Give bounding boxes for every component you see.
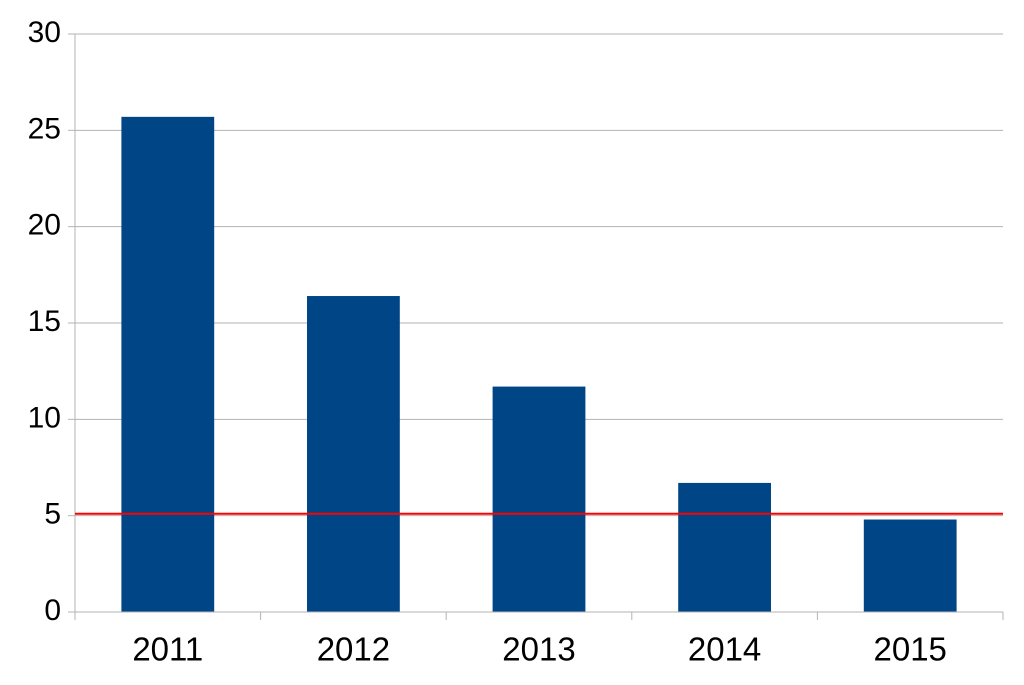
y-tick-label: 20	[28, 209, 61, 242]
y-tick-label: 30	[28, 16, 61, 49]
bar	[863, 519, 957, 612]
x-tick-label: 2011	[132, 631, 203, 668]
x-tick-label: 2015	[873, 631, 946, 668]
bar	[121, 116, 215, 612]
bar	[492, 386, 586, 612]
y-tick-label: 10	[28, 401, 61, 434]
x-tick-label: 2014	[688, 631, 761, 668]
y-tick-label: 25	[28, 112, 61, 145]
x-tick-label: 2013	[502, 631, 575, 668]
x-tick-label: 2012	[317, 631, 390, 668]
y-tick-label: 15	[28, 305, 61, 338]
y-tick-label: 5	[44, 498, 61, 531]
bar	[678, 482, 771, 612]
y-tick-label: 0	[44, 594, 61, 627]
bar	[307, 296, 400, 612]
